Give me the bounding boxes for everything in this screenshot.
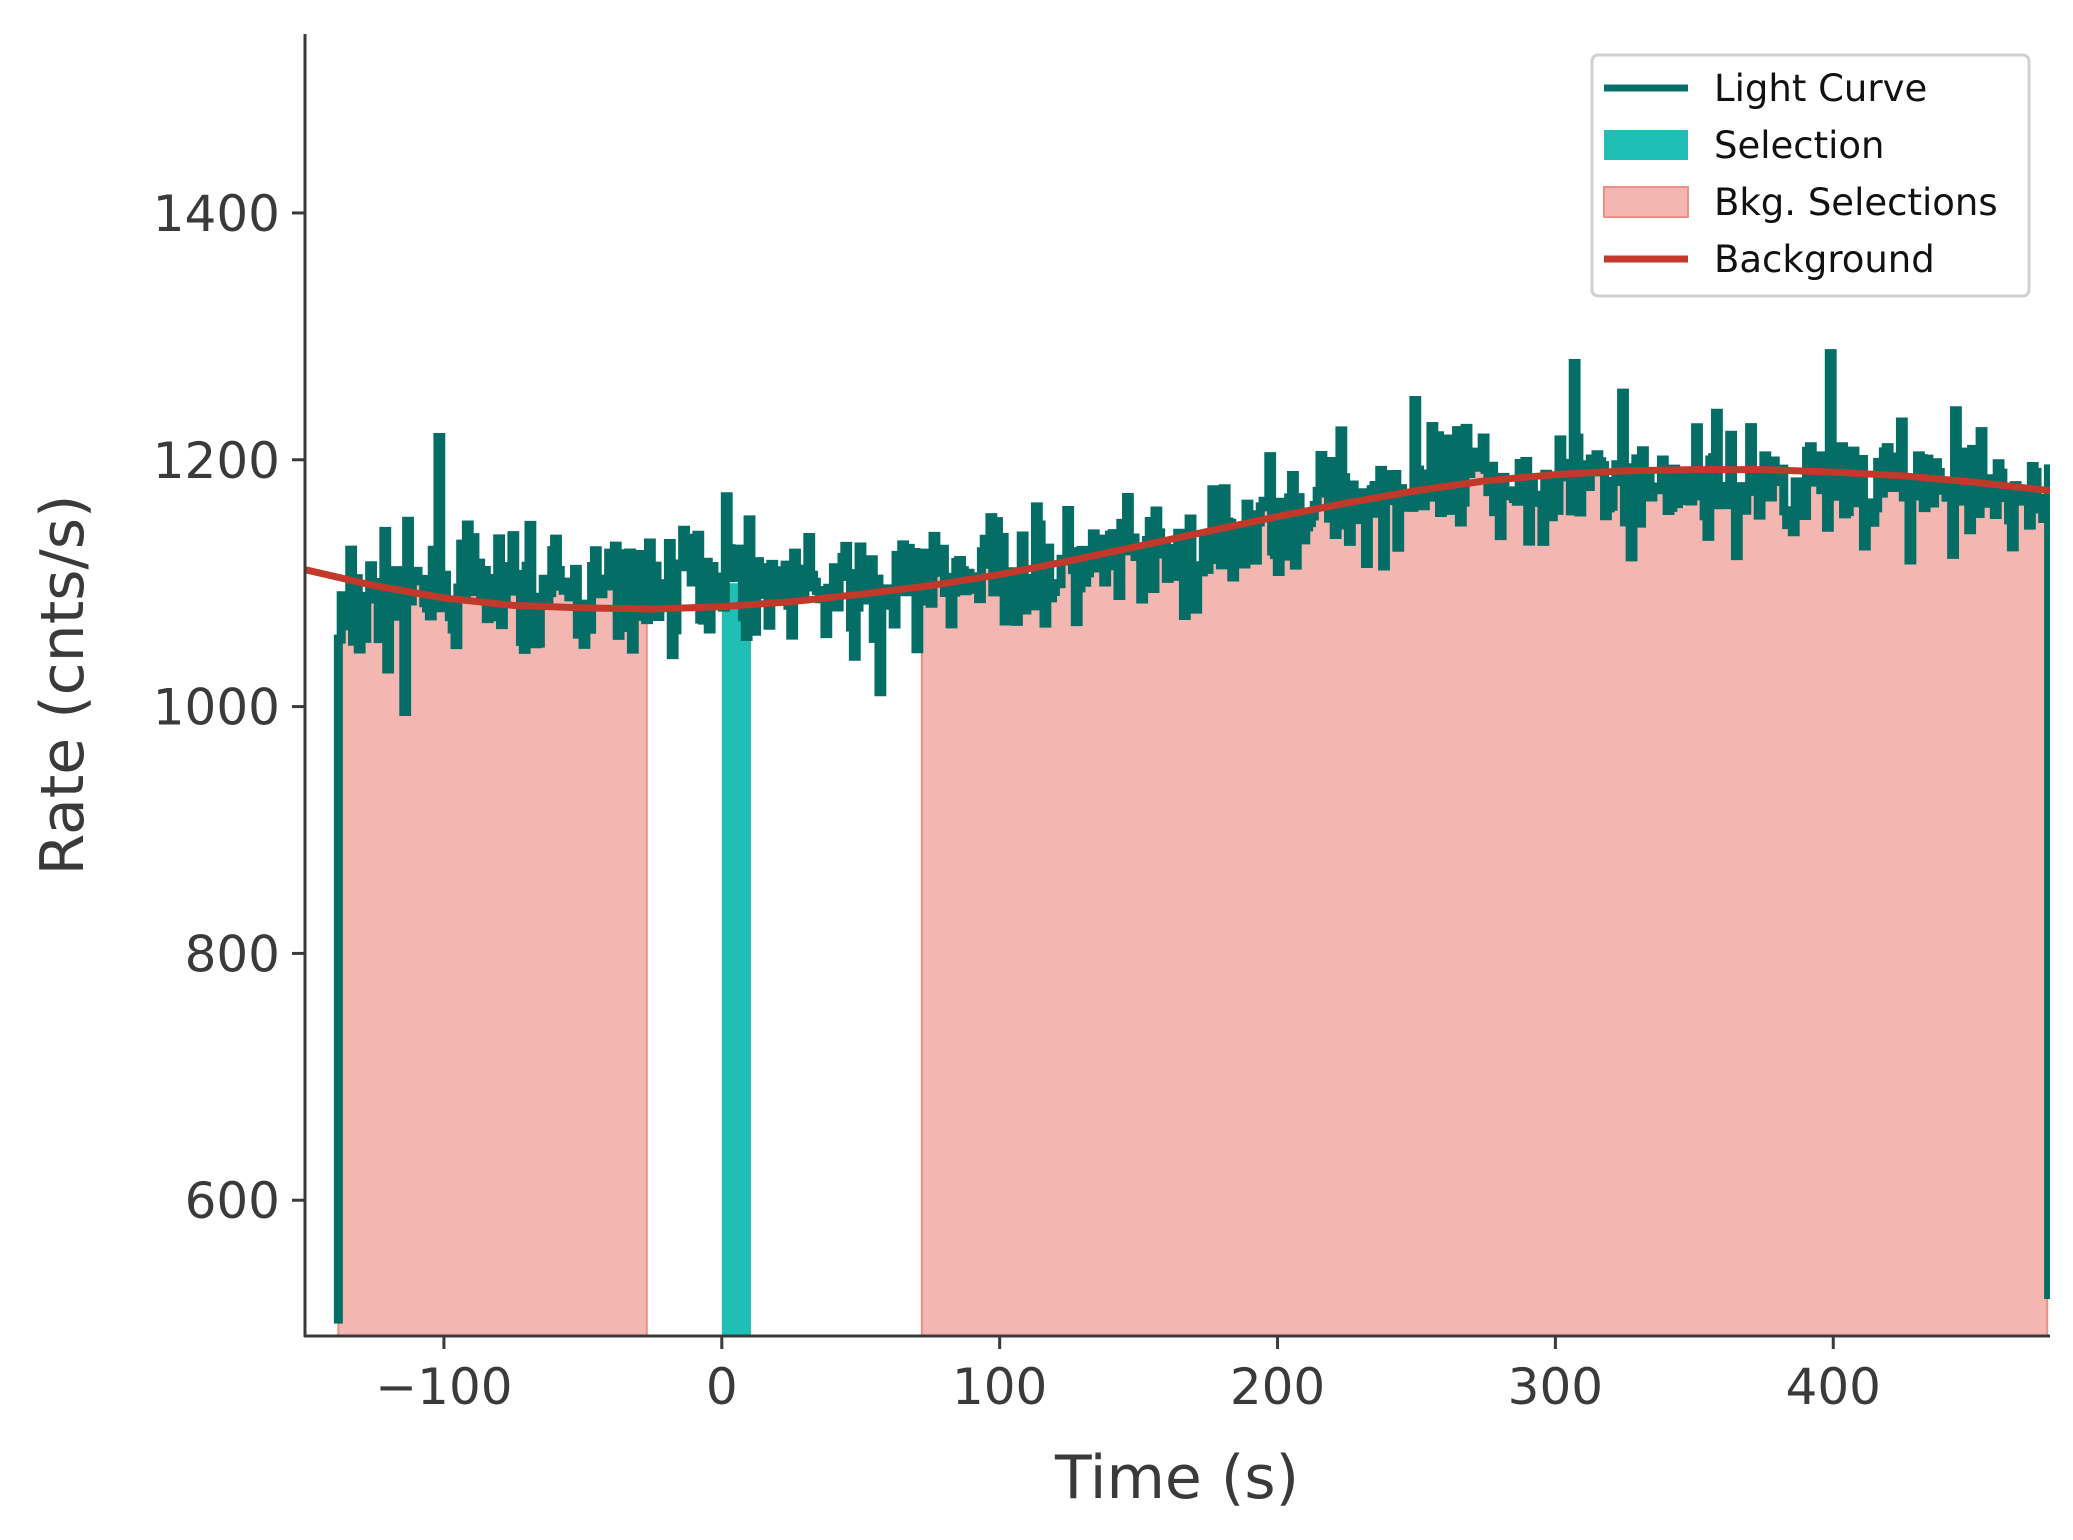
legend-label: Background bbox=[1714, 238, 1935, 281]
x-tick-label: 200 bbox=[1230, 1358, 1325, 1416]
legend: Light Curve Selection Bkg. Selections Backg… bbox=[1590, 53, 2031, 298]
x-tick-label: 400 bbox=[1786, 1358, 1881, 1416]
x-tick-label: 0 bbox=[706, 1358, 738, 1416]
light-curve-layer bbox=[333, 349, 2050, 1324]
legend-label: Light Curve bbox=[1714, 67, 1927, 110]
ticks: −100 0 100 200 300 400 600 800 1000 1200 1400 bbox=[153, 185, 1881, 1416]
plot-area bbox=[305, 349, 2050, 1336]
axes bbox=[303, 34, 2050, 1338]
x-tick-label: 100 bbox=[952, 1358, 1047, 1416]
legend-label: Selection bbox=[1714, 124, 1885, 167]
y-tick-label: 1400 bbox=[153, 185, 280, 243]
light-curve-line bbox=[333, 349, 2050, 1324]
y-tick-label: 600 bbox=[185, 1172, 280, 1230]
y-tick-label: 1000 bbox=[153, 679, 280, 737]
y-tick-label: 800 bbox=[185, 925, 280, 983]
legend-box bbox=[1590, 53, 2031, 298]
background-line bbox=[305, 466, 2050, 613]
legend-swatch-patch bbox=[1603, 186, 1689, 218]
legend-label: Bkg. Selections bbox=[1714, 181, 1998, 224]
selection-layer bbox=[721, 583, 751, 1336]
selection-band bbox=[721, 583, 751, 1336]
x-tick-label: 300 bbox=[1508, 1358, 1603, 1416]
x-axis-title: Time (s) bbox=[1054, 1443, 1299, 1513]
background-layer bbox=[305, 466, 2050, 613]
legend-swatch-patch bbox=[1604, 130, 1688, 160]
y-axis-title: Rate (cnts/s) bbox=[28, 495, 98, 876]
x-tick-label: −100 bbox=[375, 1358, 512, 1416]
y-tick-label: 1200 bbox=[153, 432, 280, 490]
